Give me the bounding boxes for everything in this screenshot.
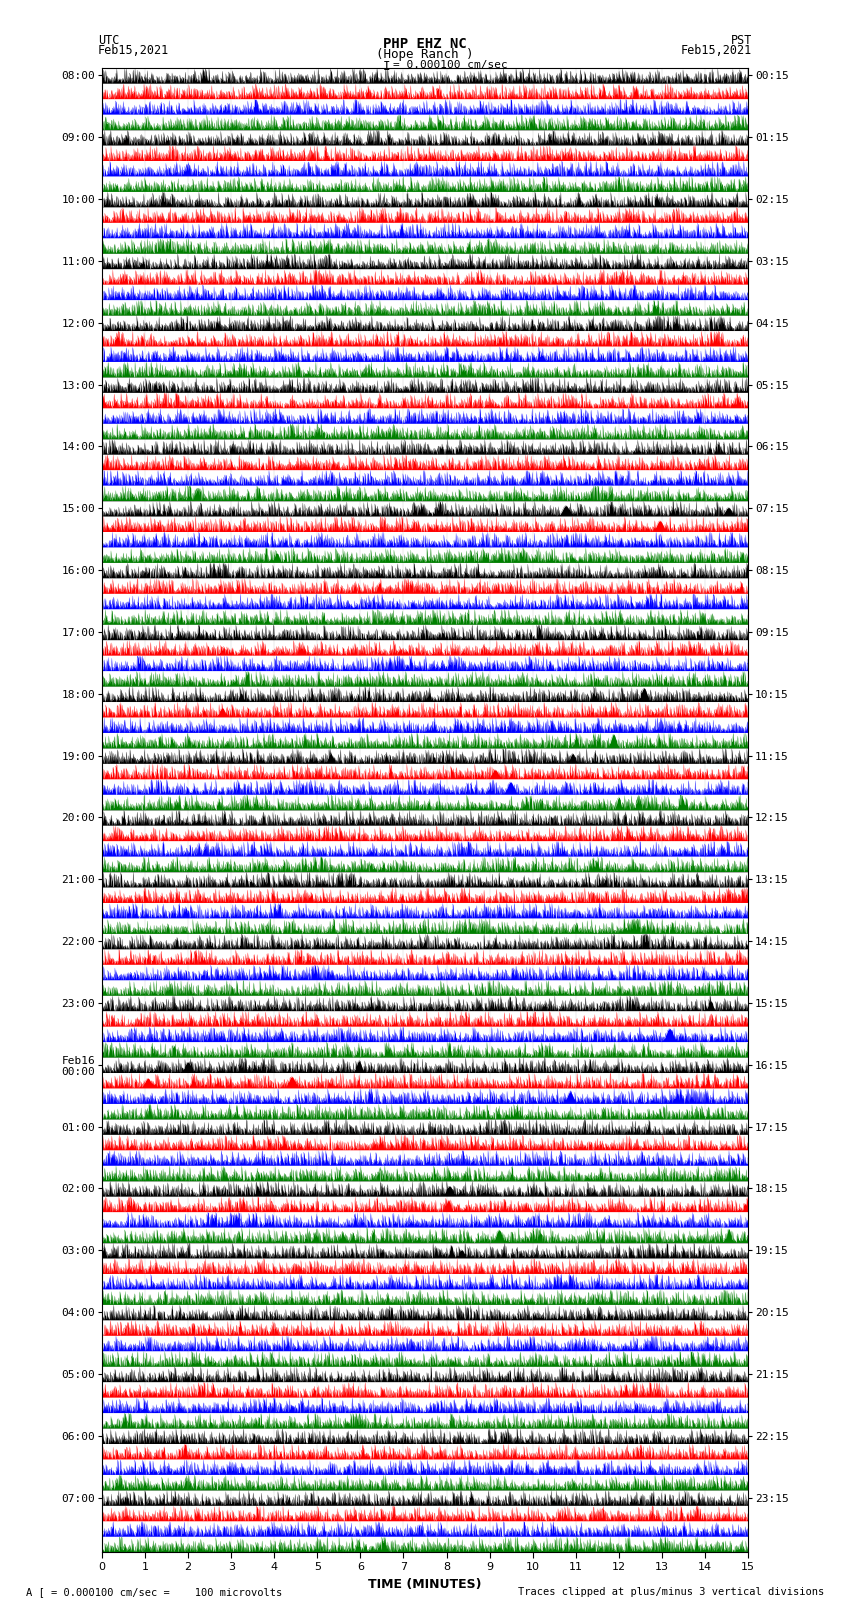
X-axis label: TIME (MINUTES): TIME (MINUTES)	[368, 1578, 482, 1590]
Text: = 0.000100 cm/sec: = 0.000100 cm/sec	[393, 60, 507, 69]
Text: Feb15,2021: Feb15,2021	[98, 44, 169, 56]
Text: Feb15,2021: Feb15,2021	[681, 44, 752, 56]
Text: PST: PST	[731, 34, 752, 47]
Text: PHP EHZ NC: PHP EHZ NC	[383, 37, 467, 52]
Text: A [ = 0.000100 cm/sec =    100 microvolts: A [ = 0.000100 cm/sec = 100 microvolts	[26, 1587, 281, 1597]
Text: Traces clipped at plus/minus 3 vertical divisions: Traces clipped at plus/minus 3 vertical …	[518, 1587, 824, 1597]
Text: (Hope Ranch ): (Hope Ranch )	[377, 48, 473, 61]
Text: UTC: UTC	[98, 34, 119, 47]
Text: I: I	[383, 60, 390, 73]
